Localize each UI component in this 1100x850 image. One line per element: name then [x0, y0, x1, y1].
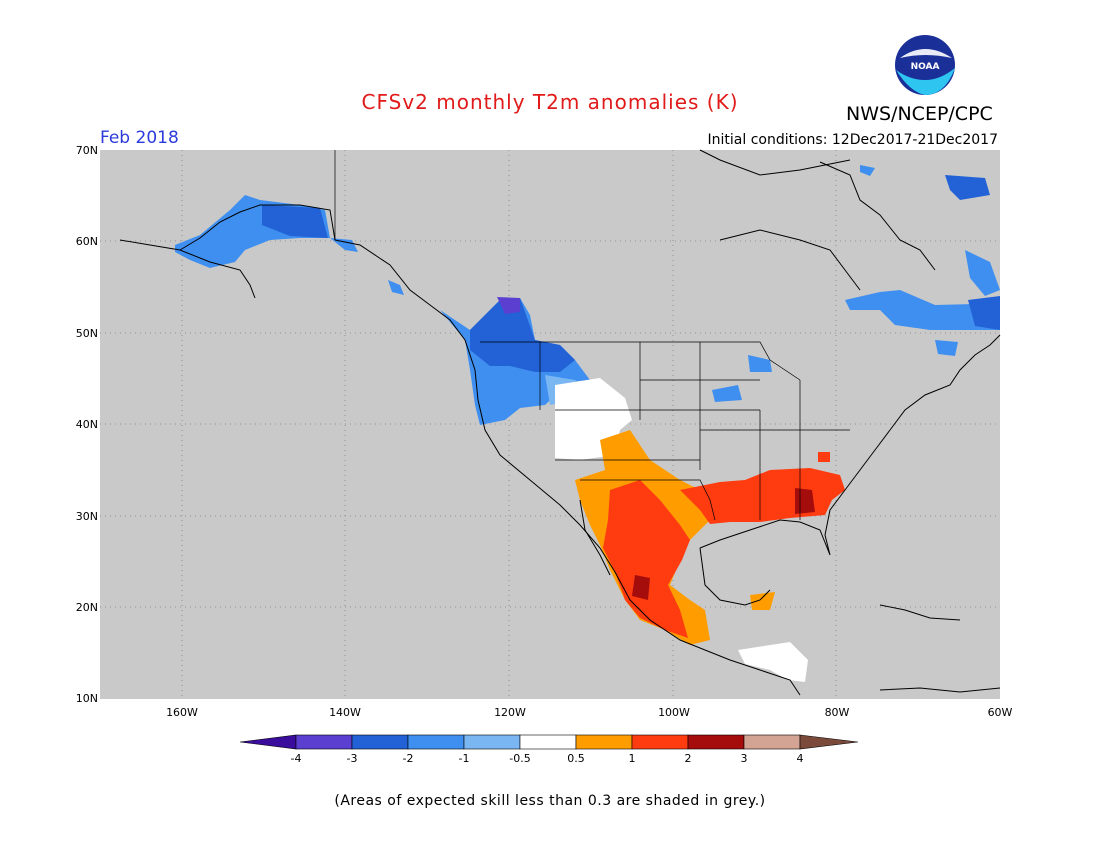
anomaly-alaska	[175, 195, 404, 295]
initial-conditions: Initial conditions: 12Dec2017-21Dec2017	[707, 132, 999, 148]
noaa-logo-text: NOAA	[911, 62, 940, 72]
political-borders	[334, 150, 850, 521]
skill-footnote: (Areas of expected skill less than 0.3 a…	[334, 793, 766, 809]
colorbar-tick: 4	[796, 752, 804, 765]
colorbar-high-arrow	[799, 734, 859, 750]
forecast-month: Feb 2018	[100, 128, 179, 148]
anomaly-near-normal-central-america	[738, 642, 808, 682]
colorbar-tick: -3	[346, 752, 358, 765]
lat-label: 30N	[75, 510, 98, 523]
colorbar	[239, 734, 859, 750]
lon-label: 100W	[658, 706, 690, 719]
colorbar-tick: 3	[740, 752, 748, 765]
anomaly-eastern-canada	[845, 165, 1000, 356]
lat-label: 50N	[75, 327, 98, 340]
lat-label: 20N	[75, 601, 98, 614]
colorbar-low-arrow	[239, 734, 297, 750]
lon-label: 140W	[329, 706, 361, 719]
organization-label: NWS/NCEP/CPC	[846, 103, 993, 125]
anomaly-southwest-mexico	[575, 430, 775, 645]
noaa-logo: NOAA	[895, 35, 955, 95]
lat-label: 70N	[75, 144, 98, 157]
graticule	[100, 150, 1000, 699]
lat-label: 10N	[75, 692, 98, 705]
lat-label: 40N	[75, 418, 98, 431]
lon-label: 60W	[987, 706, 1013, 719]
lon-label: 80W	[824, 706, 850, 719]
map-title: CFSv2 monthly T2m anomalies (K)	[361, 90, 739, 114]
colorbar-tick: 1	[628, 752, 636, 765]
colorbar-tick: -1	[458, 752, 470, 765]
lat-label: 60N	[75, 235, 98, 248]
colorbar-tick: -0.5	[509, 752, 531, 765]
lon-label: 160W	[166, 706, 198, 719]
colorbar-tick: 0.5	[567, 752, 585, 765]
colorbar-tick: 2	[684, 752, 692, 765]
colorbar-tick: -2	[402, 752, 414, 765]
colorbar-tick: -4	[290, 752, 302, 765]
coastlines	[119, 149, 1001, 696]
lon-label: 120W	[494, 706, 526, 719]
